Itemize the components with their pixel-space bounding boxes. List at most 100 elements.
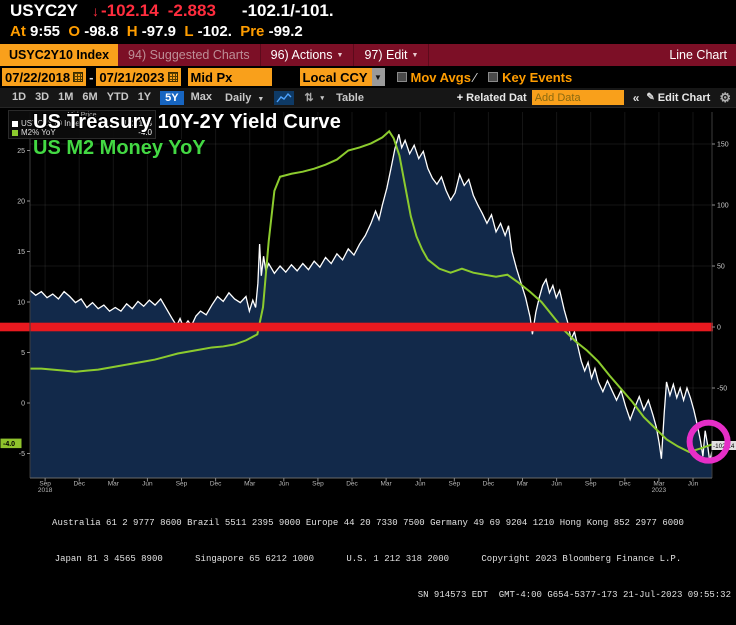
- calendar-icon[interactable]: [73, 72, 83, 82]
- left-axis-label: 20: [17, 199, 25, 206]
- footer-session-info: SN 914573 EDT GMT-4:00 G654-5377-173 21-…: [0, 589, 736, 601]
- chart-controls-row: 07/22/2018 - 07/21/2023 Mid Px Local CCY…: [0, 66, 736, 88]
- x-tick-label: Jun: [279, 481, 290, 488]
- collapse-panel-icon[interactable]: «: [633, 91, 640, 105]
- x-tick-label: Dec: [73, 481, 85, 488]
- mov-avgs-label[interactable]: Mov Avgs: [411, 70, 471, 85]
- edit-menu[interactable]: 97) Edit ▼: [354, 44, 429, 66]
- left-axis-label: 15: [17, 249, 25, 256]
- x-tick-label: Dec: [346, 481, 358, 488]
- footer-phones-1: Australia 61 2 9777 8600 Brazil 5511 239…: [0, 517, 736, 529]
- right-axis-label: 50: [717, 264, 725, 271]
- period-5y[interactable]: 5Y: [160, 91, 183, 105]
- quote-header: USYC2Y ↓ -102.14 -2.883 -102.1/-101. At …: [0, 0, 736, 44]
- last-price: -102.14: [101, 1, 159, 21]
- x-tick-label: Jun: [142, 481, 153, 488]
- at-label: At: [10, 23, 26, 40]
- left-axis-label: 5: [21, 350, 25, 357]
- x-tick-label: Dec: [619, 481, 631, 488]
- x-tick-label: Sep: [312, 481, 324, 488]
- open-label: O: [68, 23, 80, 40]
- currency-select[interactable]: Local CCY: [300, 68, 372, 86]
- period-1y[interactable]: 1Y: [138, 91, 151, 105]
- quote-line-1: USYC2Y ↓ -102.14 -2.883 -102.1/-101.: [10, 1, 334, 21]
- mov-avg-line-icon: ∕: [474, 70, 476, 85]
- security-tab[interactable]: USYC2Y10 Index: [0, 44, 118, 66]
- add-data-input[interactable]: [532, 90, 624, 105]
- frequency-select[interactable]: Daily ▼: [225, 92, 264, 104]
- right-axis-label: 0: [717, 325, 721, 332]
- calendar-icon[interactable]: [168, 72, 178, 82]
- green-swatch-icon: [12, 130, 18, 136]
- date-to-field[interactable]: 07/21/2023: [96, 68, 180, 86]
- x-tick-label: Mar: [517, 481, 529, 488]
- down-arrow-icon: ↓: [92, 3, 99, 19]
- high-value: -97.9: [138, 23, 185, 40]
- x-tick-label: Mar: [244, 481, 256, 488]
- period-ytd[interactable]: YTD: [107, 91, 129, 105]
- chevron-down-icon: ▼: [337, 52, 344, 59]
- table-view-button[interactable]: Table: [336, 92, 364, 104]
- x-tick-label: Jun: [415, 481, 426, 488]
- x-tick-label: Dec: [210, 481, 222, 488]
- gear-icon[interactable]: ⚙: [719, 90, 731, 106]
- x-tick-label: Sep: [449, 481, 461, 488]
- prev-label: Pre: [240, 23, 264, 40]
- period-1m[interactable]: 1M: [58, 91, 73, 105]
- right-axis-label: -50: [717, 386, 727, 393]
- period-1d[interactable]: 1D: [12, 91, 26, 105]
- right-axis-label: 100: [717, 203, 729, 210]
- high-label: H: [127, 23, 138, 40]
- chevron-down-icon: ▼: [412, 52, 419, 59]
- zero-line: [0, 323, 713, 332]
- low-value: -102.: [194, 23, 241, 40]
- mov-avgs-checkbox[interactable]: [397, 72, 407, 82]
- edit-label: 97) Edit: [364, 48, 407, 62]
- key-events-checkbox[interactable]: [488, 72, 498, 82]
- period-toolbar: 1D 3D 1M 6M YTD 1Y 5Y Max Daily ▼ ⇅ ▾ Table + R…: [0, 88, 736, 108]
- date-from-field[interactable]: 07/22/2018: [2, 68, 86, 86]
- footer-phones-2: Japan 81 3 4565 8900 Singapore 65 6212 1…: [0, 553, 736, 565]
- right-axis-label: 150: [717, 142, 729, 149]
- chevron-down-icon[interactable]: ▾: [321, 94, 325, 102]
- plus-icon: +: [457, 92, 463, 104]
- quote-line-2: At 9:55 O -98.8 H -97.9 L -102. Pre -99.…: [10, 23, 303, 40]
- edit-chart-button[interactable]: Edit Chart: [658, 92, 711, 104]
- actions-menu[interactable]: 96) Actions ▼: [261, 44, 355, 66]
- net-change: -2.883: [168, 1, 216, 21]
- suggested-charts-menu[interactable]: 94) Suggested Charts: [118, 44, 261, 66]
- x-tick-label: Sep: [585, 481, 597, 488]
- panel-title: Line Chart: [669, 44, 736, 66]
- terminal-footer: Australia 61 2 9777 8600 Brazil 5511 239…: [0, 492, 736, 530]
- menubar: USYC2Y10 Index 94) Suggested Charts 96) …: [0, 44, 736, 66]
- bloomberg-terminal-window: USYC2Y ↓ -102.14 -2.883 -102.1/-101. At …: [0, 0, 736, 530]
- period-max[interactable]: Max: [191, 91, 212, 105]
- left-axis-label: 0: [21, 401, 25, 408]
- actions-label: 96) Actions: [271, 48, 333, 62]
- chart-title-spread: US Treasury 10Y-2Y Yield Curve: [33, 111, 341, 134]
- frequency-label: Daily: [225, 92, 251, 104]
- period-3d[interactable]: 3D: [35, 91, 49, 105]
- date-from-value: 07/22/2018: [5, 70, 70, 85]
- left-axis-label: 10: [17, 300, 25, 307]
- key-events-label[interactable]: Key Events: [502, 70, 572, 85]
- chart-title-m2: US M2 Money YoY: [33, 137, 206, 160]
- left-axis-label: -5: [19, 451, 25, 458]
- white-swatch-icon: [12, 121, 18, 127]
- x-tick-label: Mar: [381, 481, 393, 488]
- svg-text:-4.0: -4.0: [3, 441, 15, 448]
- open-value: -98.8: [80, 23, 127, 40]
- period-6m[interactable]: 6M: [82, 91, 97, 105]
- line-chart-type-icon[interactable]: [274, 91, 294, 105]
- x-tick-label: Jun: [688, 481, 699, 488]
- chevron-down-icon: ▼: [257, 96, 264, 103]
- at-time: 9:55: [26, 23, 69, 40]
- x-tick-label: Dec: [483, 481, 495, 488]
- related-data-button[interactable]: Related Dat: [466, 92, 527, 104]
- sort-axis-icon[interactable]: ⇅: [304, 91, 313, 104]
- price-field-select[interactable]: Mid Px: [188, 68, 272, 86]
- x-tick-label: Jun: [551, 481, 562, 488]
- pencil-icon: ✎: [646, 92, 654, 103]
- currency-dropdown-button[interactable]: ▼: [372, 68, 385, 86]
